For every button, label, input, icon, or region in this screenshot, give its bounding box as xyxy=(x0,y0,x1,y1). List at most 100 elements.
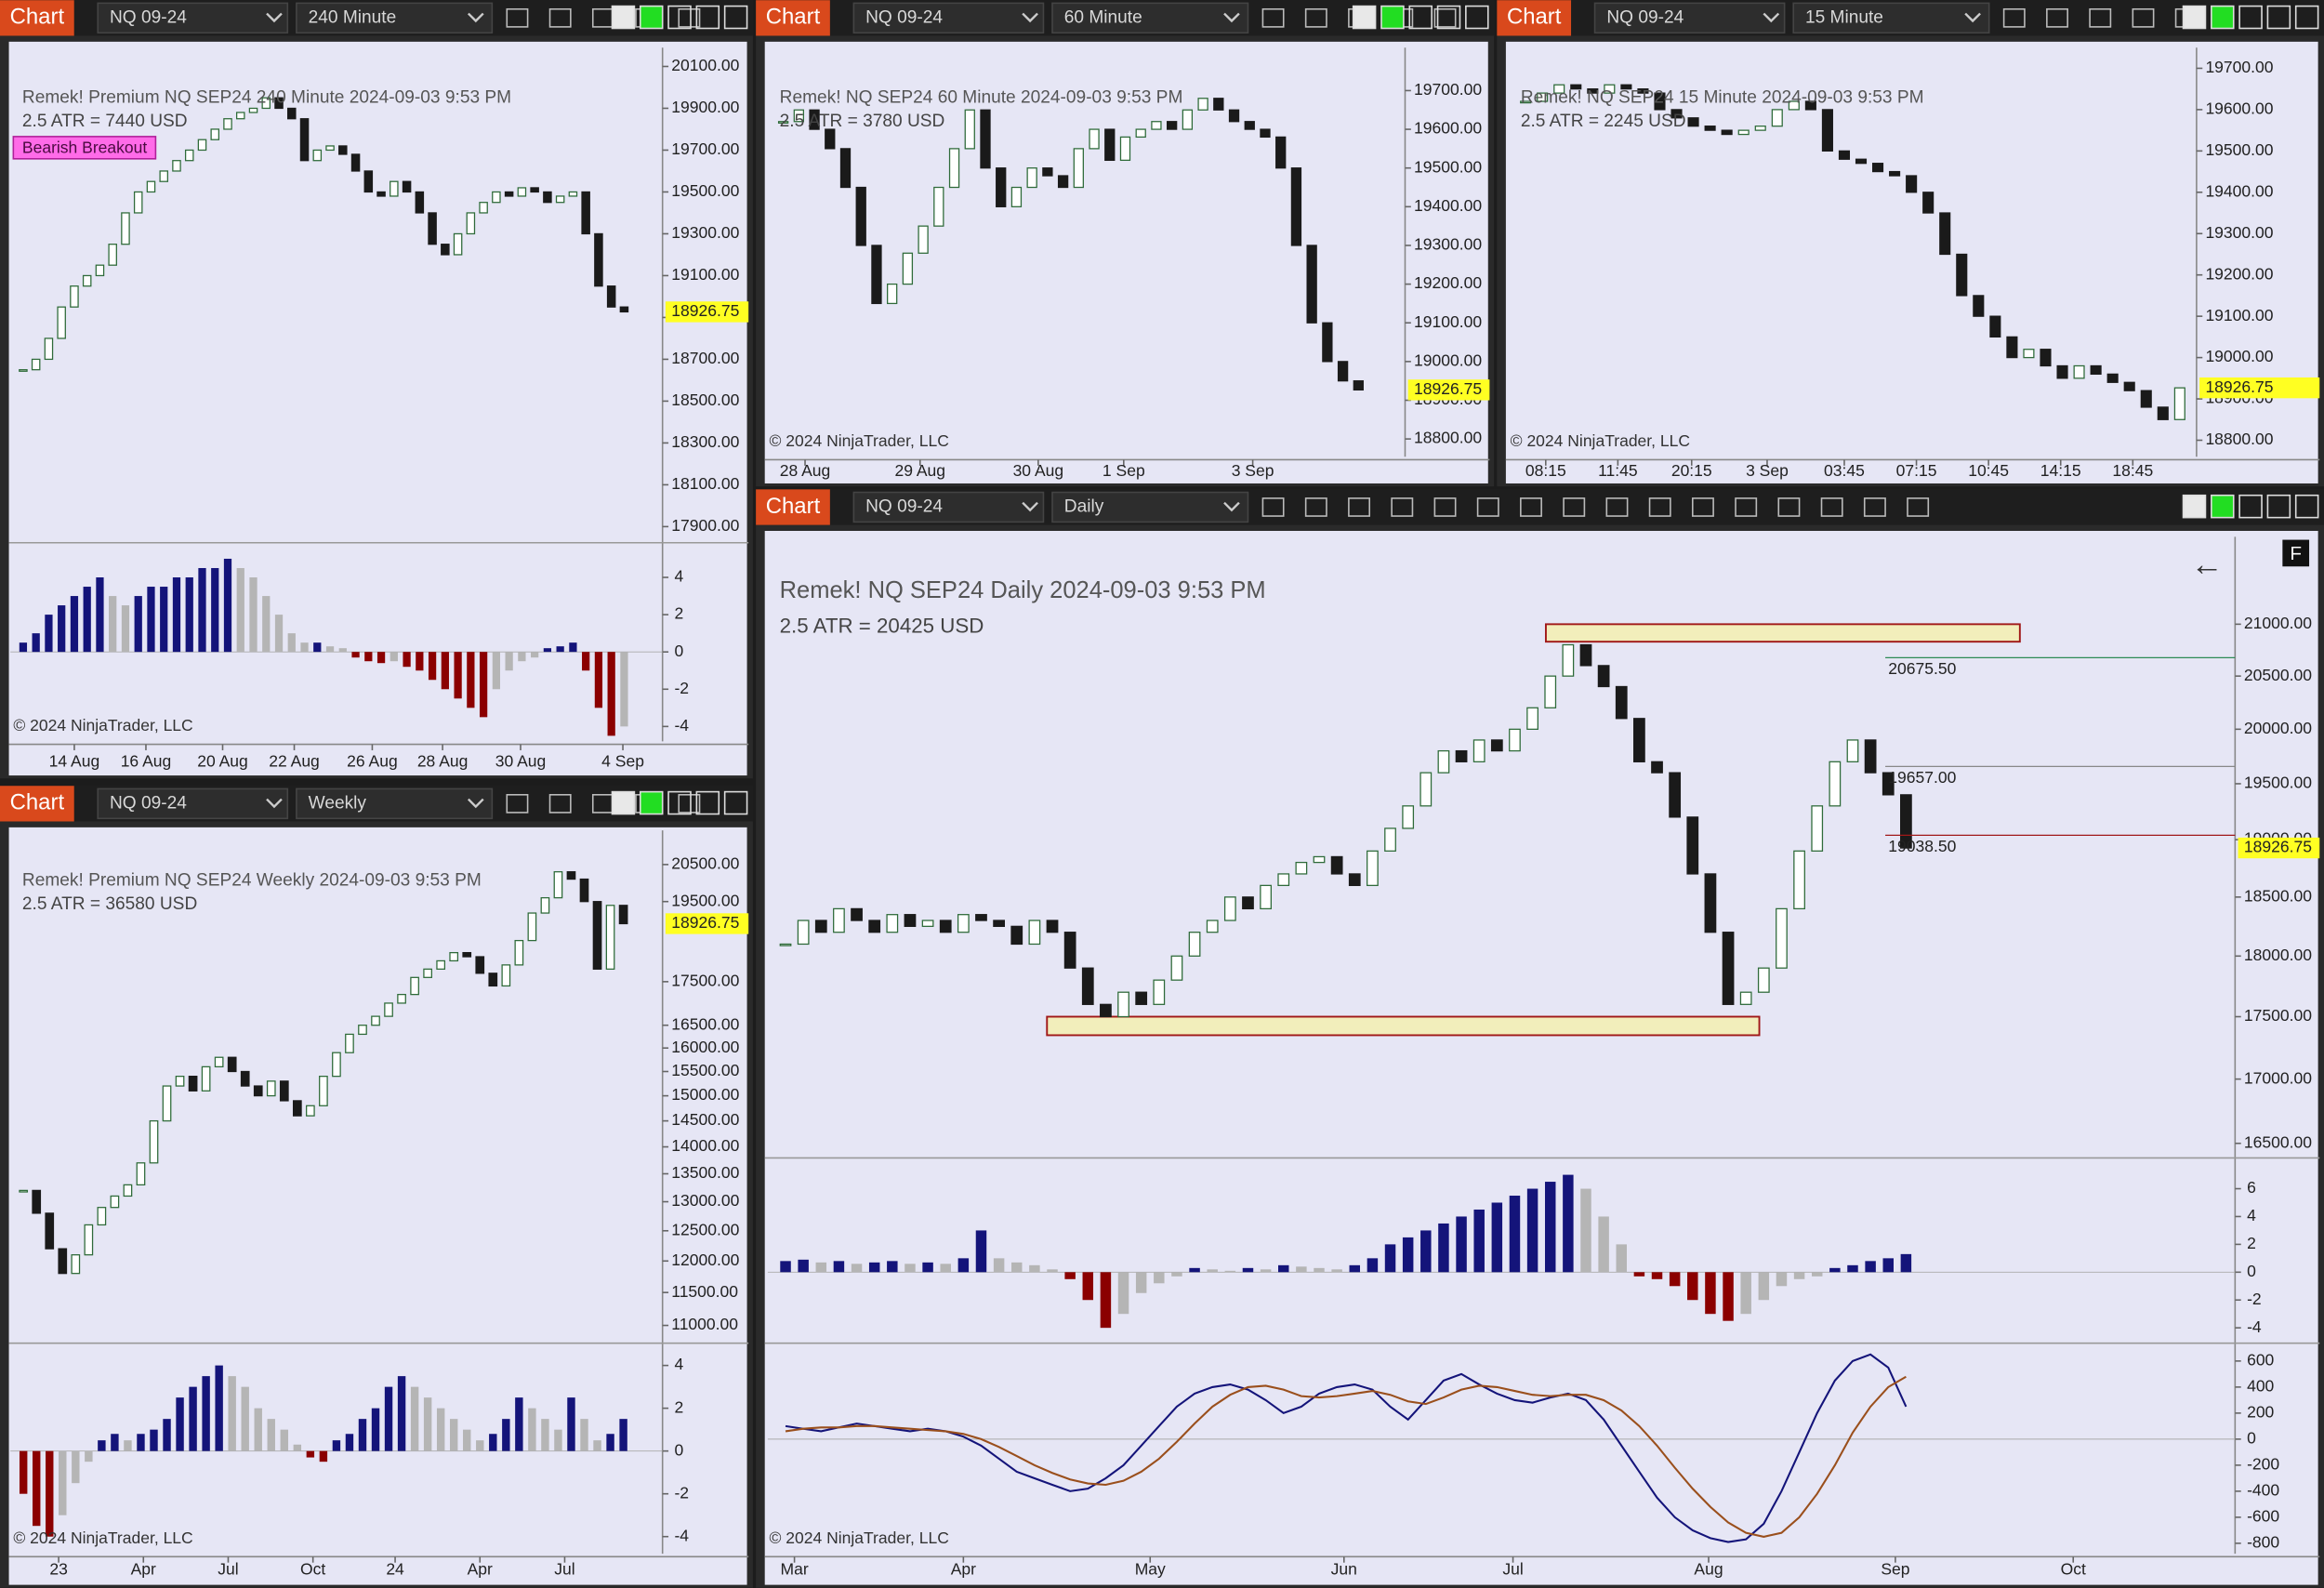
toolbar-icon[interactable] xyxy=(1304,7,1327,28)
instrument-text[interactable]: NQ 09-24 xyxy=(110,793,187,813)
interval-text[interactable]: Daily xyxy=(1064,497,1104,517)
window-button[interactable] xyxy=(1436,5,1461,30)
y-tick-label: 15500.00 xyxy=(671,1061,739,1079)
window-button[interactable] xyxy=(2211,5,2235,30)
window-button[interactable] xyxy=(723,5,748,30)
interval-select[interactable] xyxy=(1051,2,1249,34)
interval-select[interactable] xyxy=(296,787,494,820)
toolbar-icon[interactable] xyxy=(2132,7,2155,28)
chart-tab-label[interactable]: Chart xyxy=(10,790,65,815)
window-button[interactable] xyxy=(2294,494,2319,519)
window-button[interactable] xyxy=(1408,5,1433,30)
interval-select[interactable] xyxy=(296,2,494,34)
toolbar-icon[interactable] xyxy=(1520,497,1542,517)
interval-text[interactable]: 240 Minute xyxy=(309,7,397,27)
window-button[interactable] xyxy=(611,790,636,815)
instrument-select[interactable] xyxy=(1593,2,1786,34)
toolbar-icon[interactable] xyxy=(1605,497,1629,517)
candle xyxy=(1322,322,1333,363)
histogram-bar xyxy=(46,1450,54,1537)
chart-tab[interactable] xyxy=(756,0,830,36)
toolbar-icon[interactable] xyxy=(1261,7,1285,28)
instrument-text[interactable]: NQ 09-24 xyxy=(110,7,187,27)
toolbar-icon[interactable] xyxy=(1907,497,1930,517)
chart-tab-label[interactable]: Chart xyxy=(766,5,821,30)
instrument-select[interactable] xyxy=(97,787,289,820)
y-tick-label: -800 xyxy=(2247,1533,2279,1552)
window-button[interactable] xyxy=(2238,5,2263,30)
toolbar-icon[interactable] xyxy=(506,794,529,814)
toolbar-icon[interactable] xyxy=(1777,497,1801,517)
window-button[interactable] xyxy=(2182,494,2207,519)
window-button[interactable] xyxy=(611,5,636,30)
instrument-select[interactable] xyxy=(852,491,1045,523)
chart-tab[interactable] xyxy=(0,786,74,822)
candle xyxy=(58,1248,68,1275)
interval-text[interactable]: 60 Minute xyxy=(1064,7,1142,27)
window-button[interactable] xyxy=(667,790,692,815)
chart-tab-label[interactable]: Chart xyxy=(10,5,65,30)
window-button[interactable] xyxy=(639,5,664,30)
instrument-text[interactable]: NQ 09-24 xyxy=(1606,7,1684,27)
chart-tab-label[interactable]: Chart xyxy=(766,494,821,519)
instrument-text[interactable]: NQ 09-24 xyxy=(865,7,943,27)
candle xyxy=(2023,349,2035,359)
toolbar-icon[interactable] xyxy=(1735,497,1758,517)
instrument-text[interactable]: NQ 09-24 xyxy=(865,497,943,517)
toolbar-icon[interactable] xyxy=(506,7,529,28)
window-button[interactable] xyxy=(1352,5,1377,30)
window-button[interactable] xyxy=(2294,5,2319,30)
toolbar-icon[interactable] xyxy=(678,7,701,28)
window-button[interactable] xyxy=(639,790,664,815)
window-button[interactable] xyxy=(1465,5,1489,30)
window-button[interactable] xyxy=(1380,5,1405,30)
interval-select[interactable] xyxy=(1051,491,1249,523)
candle xyxy=(1670,109,1683,119)
histogram-bar xyxy=(262,596,271,653)
window-button[interactable] xyxy=(2266,494,2291,519)
chart-tab-label[interactable]: Chart xyxy=(1507,5,1562,30)
toolbar-icon[interactable] xyxy=(1433,7,1457,28)
f-button[interactable]: F xyxy=(2290,543,2302,564)
back-button[interactable]: ← xyxy=(2191,547,2224,583)
window-button[interactable] xyxy=(695,5,720,30)
chart-tab[interactable] xyxy=(756,489,830,525)
toolbar-icon[interactable] xyxy=(1691,497,1714,517)
toolbar-icon[interactable] xyxy=(2002,7,2026,28)
y-tick-label: 19300.00 xyxy=(2205,223,2273,242)
toolbar-icon[interactable] xyxy=(1304,497,1327,517)
interval-select[interactable] xyxy=(1792,2,1990,34)
instrument-select[interactable] xyxy=(97,2,289,34)
toolbar-icon[interactable] xyxy=(678,794,701,814)
toolbar-icon[interactable] xyxy=(1476,497,1499,517)
window-button[interactable] xyxy=(723,790,748,815)
toolbar-icon[interactable] xyxy=(1820,497,1843,517)
toolbar-icon[interactable] xyxy=(1391,497,1414,517)
toolbar-icon[interactable] xyxy=(1433,497,1457,517)
toolbar-icon[interactable] xyxy=(2089,7,2112,28)
window-button[interactable] xyxy=(2238,494,2263,519)
x-tick-label: 3 Sep xyxy=(1232,461,1274,480)
toolbar-icon[interactable] xyxy=(1261,497,1285,517)
toolbar-icon[interactable] xyxy=(1863,497,1886,517)
x-tick-label: 30 Aug xyxy=(495,751,547,770)
window-button[interactable] xyxy=(695,790,720,815)
toolbar-icon[interactable] xyxy=(548,7,572,28)
toolbar-icon[interactable] xyxy=(1648,497,1671,517)
chart-tab[interactable] xyxy=(1497,0,1572,36)
toolbar-icon[interactable] xyxy=(1348,497,1371,517)
toolbar-icon[interactable] xyxy=(1563,497,1586,517)
window-button[interactable] xyxy=(667,5,692,30)
window-button[interactable] xyxy=(2211,494,2235,519)
instrument-select[interactable] xyxy=(852,2,1045,34)
window-button[interactable] xyxy=(2266,5,2291,30)
f-button-box[interactable] xyxy=(2282,539,2310,567)
copyright: © 2024 NinjaTrader, LLC xyxy=(13,1528,192,1547)
interval-text[interactable]: Weekly xyxy=(309,793,367,813)
interval-text[interactable]: 15 Minute xyxy=(1805,7,1883,27)
candle xyxy=(274,97,284,110)
window-button[interactable] xyxy=(2182,5,2207,30)
toolbar-icon[interactable] xyxy=(548,794,572,814)
toolbar-icon[interactable] xyxy=(2046,7,2068,28)
chart-tab[interactable] xyxy=(0,0,74,36)
